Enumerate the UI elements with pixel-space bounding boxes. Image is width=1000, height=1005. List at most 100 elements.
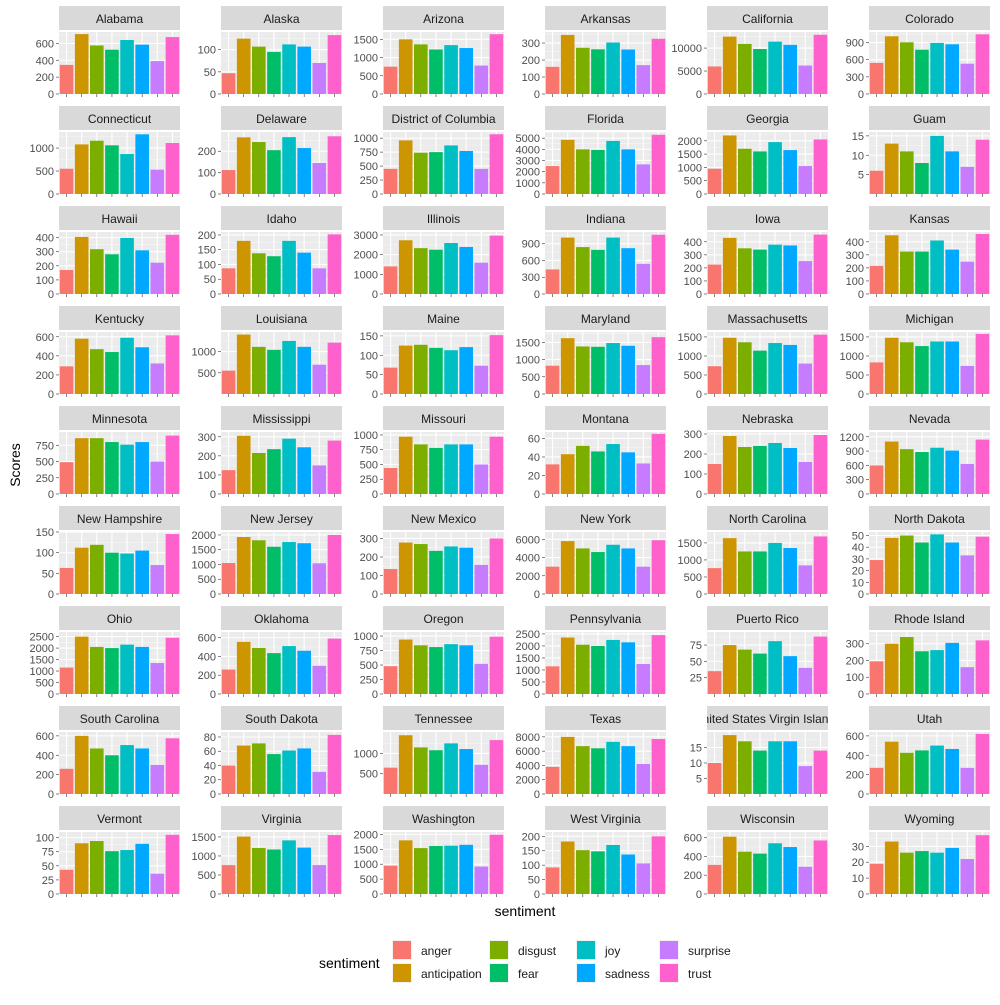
bar-alabama-fear — [105, 49, 119, 94]
bar-arkansas-sadness — [621, 49, 635, 94]
bar-arkansas-fear — [591, 49, 605, 94]
bar-new-mexico-fear — [429, 550, 443, 594]
facet-title: Wyoming — [905, 812, 955, 826]
bar-colorado-anticipation — [884, 36, 899, 94]
y-tick-label: 300 — [522, 38, 540, 50]
facet-strip — [221, 306, 342, 330]
bar-alaska-fear — [267, 51, 281, 94]
y-tick-label: 900 — [846, 446, 864, 458]
bar-oregon-disgust — [414, 645, 428, 694]
bar-minnesota-disgust — [90, 438, 104, 494]
y-tick-label: 1000 — [678, 162, 702, 174]
y-tick-label: 500 — [684, 370, 702, 382]
bar-new-hampshire-anticipation — [74, 547, 89, 594]
bar-louisiana-disgust — [252, 346, 266, 394]
bar-arkansas-joy — [606, 42, 620, 94]
bar-vermont-disgust — [90, 841, 104, 894]
y-tick-label: 50 — [852, 531, 864, 543]
bar-florida-trust — [651, 134, 666, 194]
facet-title: Washington — [412, 812, 475, 826]
facet-title: Colorado — [905, 12, 954, 26]
bar-guam-trust — [975, 139, 990, 194]
bar-virginia-surprise — [312, 865, 327, 894]
bar-new-jersey-fear — [267, 546, 281, 594]
bar-missouri-surprise — [474, 464, 489, 494]
bar-california-disgust — [738, 43, 752, 94]
bar-rhode-island-fear — [915, 651, 929, 694]
facet-texas: Texas 0 2000 4000 6000 8000 — [516, 706, 666, 801]
facet-title: Utah — [917, 712, 942, 726]
bar-georgia-trust — [813, 139, 828, 194]
y-tick-label: 400 — [36, 55, 54, 67]
y-tick-label: 2000 — [516, 571, 540, 583]
bar-georgia-anger — [707, 168, 722, 194]
legend-title: sentiment — [319, 955, 380, 971]
facet-massachusetts: Massachusetts 0 500 1000 1500 — [678, 306, 828, 401]
y-tick-label: 400 — [846, 237, 864, 249]
y-tick-label: 20 — [852, 857, 864, 869]
y-tick-label: 1000 — [516, 665, 540, 677]
bar-idaho-anticipation — [236, 240, 251, 294]
facet-california: California 0 5000 10000 — [671, 6, 828, 101]
y-tick-label: 600 — [36, 332, 54, 344]
y-tick-label: 2500 — [30, 632, 54, 644]
bar-california-trust — [813, 34, 828, 94]
y-tick-label: 1000 — [354, 269, 378, 281]
facet-montana: Montana 0 20 40 60 — [528, 406, 666, 501]
bar-puerto-rico-disgust — [738, 649, 752, 694]
y-tick-label: 0 — [210, 589, 216, 601]
bar-kansas-surprise — [960, 261, 975, 294]
facet-mississippi: Mississippi 0 100 200 300 — [198, 406, 342, 501]
facet-title: Alaska — [263, 12, 299, 26]
facet-title: Hawaii — [101, 212, 137, 226]
bar-north-dakota-joy — [930, 534, 944, 594]
facet-strip — [545, 306, 666, 330]
bar-mississippi-sadness — [297, 447, 311, 494]
y-tick-label: 1000 — [192, 851, 216, 863]
bar-georgia-sadness — [783, 150, 797, 194]
bar-north-dakota-fear — [915, 542, 929, 594]
facet-strip — [869, 106, 990, 130]
bar-montana-fear — [591, 451, 605, 494]
facet-strip — [383, 806, 504, 830]
bar-utah-trust — [975, 733, 990, 794]
bar-virginia-disgust — [252, 847, 266, 894]
facet-strip — [707, 206, 828, 230]
bar-district-of-columbia-trust — [489, 134, 504, 194]
y-tick-label: 300 — [846, 475, 864, 487]
bar-nevada-joy — [930, 447, 944, 494]
y-tick-label: 20 — [852, 566, 864, 578]
bar-south-dakota-joy — [282, 750, 296, 794]
bar-delaware-anticipation — [236, 137, 251, 194]
legend-label-surprise: surprise — [688, 944, 731, 958]
bar-alaska-anger — [221, 73, 236, 94]
bar-new-jersey-joy — [282, 542, 296, 594]
bar-california-joy — [768, 41, 782, 94]
bar-new-york-disgust — [576, 548, 590, 594]
y-tick-label: 2000 — [516, 641, 540, 653]
bar-ohio-sadness — [135, 646, 149, 694]
y-tick-label: 0 — [48, 589, 54, 601]
bar-guam-anger — [869, 170, 884, 194]
bar-florida-anticipation — [560, 139, 575, 194]
y-tick-label: 500 — [522, 372, 540, 384]
y-tick-label: 150 — [522, 846, 540, 858]
facet-strip — [221, 206, 342, 230]
bar-new-hampshire-anger — [59, 567, 74, 594]
bar-puerto-rico-joy — [768, 641, 782, 694]
facet-strip — [59, 6, 180, 30]
bar-new-mexico-disgust — [414, 544, 428, 594]
bar-utah-sadness — [945, 748, 959, 794]
bar-new-jersey-surprise — [312, 563, 327, 594]
y-tick-label: 30 — [852, 841, 864, 853]
y-tick-label: 0 — [210, 489, 216, 501]
y-tick-label: 2000 — [192, 530, 216, 542]
y-tick-label: 100 — [198, 45, 216, 57]
y-tick-label: 0 — [696, 389, 702, 401]
facet-west-virginia: West Virginia 0 50 100 150 200 — [522, 806, 666, 901]
y-tick-label: 0 — [48, 289, 54, 301]
bar-oklahoma-trust — [327, 638, 342, 694]
bar-connecticut-joy — [120, 154, 134, 194]
